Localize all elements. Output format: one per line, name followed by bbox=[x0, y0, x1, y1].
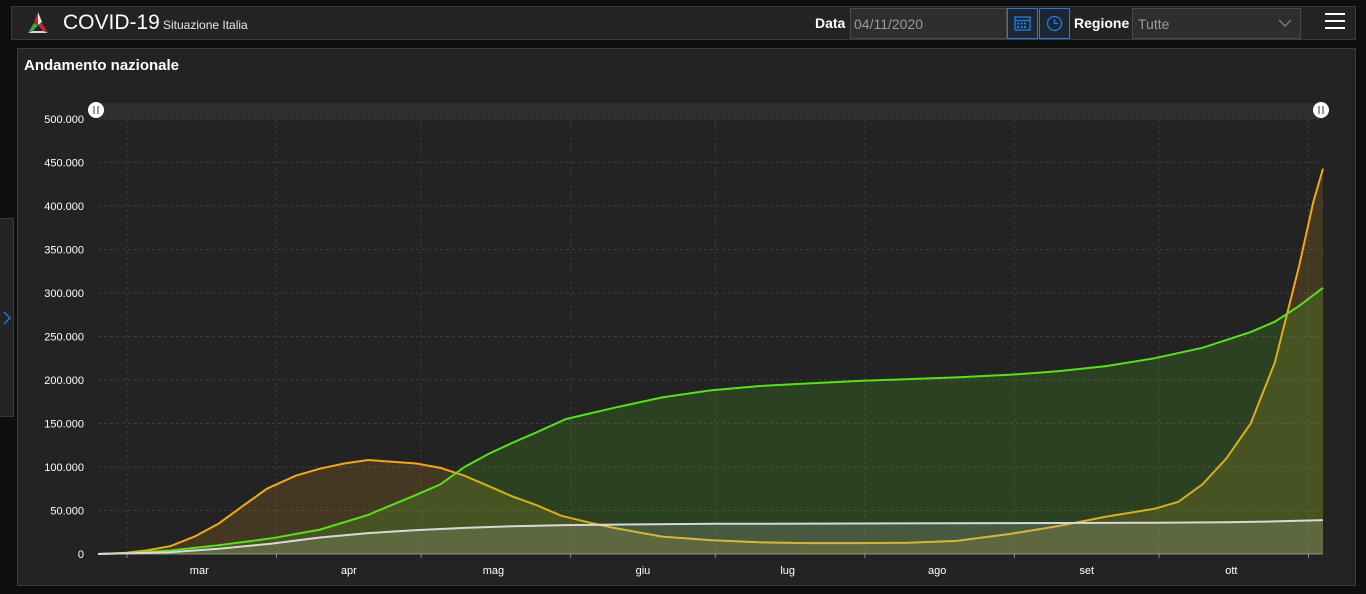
hamburger-menu-icon[interactable] bbox=[1325, 12, 1347, 32]
y-tick-label: 200.000 bbox=[44, 375, 84, 387]
covid-logo-icon bbox=[28, 12, 48, 33]
national-trend-chart: 0 50.000 100.000 150.000 200.000 250.000 300.0… bbox=[44, 102, 1329, 577]
y-tick-label: 100.000 bbox=[44, 462, 84, 474]
chart-panel: Andamento nazionale 0 50.000 100.000 150.00… bbox=[17, 48, 1356, 586]
x-tick-label: set bbox=[1079, 565, 1094, 577]
time-button[interactable] bbox=[1039, 8, 1070, 39]
x-tick-label: ago bbox=[928, 565, 946, 577]
calendar-button[interactable] bbox=[1007, 8, 1038, 39]
y-tick-label: 150.000 bbox=[44, 419, 84, 431]
side-panel-toggle[interactable] bbox=[0, 218, 14, 417]
series-area-0 bbox=[98, 168, 1323, 554]
date-label: Data bbox=[815, 15, 846, 31]
range-handle-end[interactable] bbox=[1313, 102, 1329, 118]
chevron-down-icon bbox=[1278, 19, 1292, 27]
y-tick-label: 0 bbox=[78, 549, 84, 561]
region-label: Regione bbox=[1074, 15, 1130, 31]
y-tick-label: 450.000 bbox=[44, 158, 84, 170]
series-line-2 bbox=[97, 519, 1324, 555]
y-tick-label: 400.000 bbox=[44, 201, 84, 213]
y-tick-label: 50.000 bbox=[50, 506, 84, 518]
app-title: COVID-19 bbox=[63, 11, 160, 34]
calendar-icon bbox=[1014, 16, 1031, 31]
panel-title: Andamento nazionale bbox=[24, 57, 180, 74]
x-tick-label: lug bbox=[780, 565, 795, 577]
clock-icon bbox=[1046, 15, 1063, 32]
date-input[interactable] bbox=[850, 8, 1007, 39]
app-subtitle: Situazione Italia bbox=[163, 18, 248, 32]
series-area-1 bbox=[98, 287, 1323, 554]
series-line-1 bbox=[97, 287, 1324, 555]
x-tick-label: mag bbox=[483, 565, 504, 577]
x-tick-label: giu bbox=[636, 565, 651, 577]
range-scrollbar bbox=[98, 103, 1323, 119]
top-bar: COVID-19 Situazione Italia Data Regione … bbox=[11, 6, 1356, 40]
x-tick-label: ott bbox=[1225, 565, 1237, 577]
region-value: Tutte bbox=[1138, 16, 1170, 32]
x-tick-label: mar bbox=[190, 565, 209, 577]
y-tick-label: 250.000 bbox=[44, 332, 84, 344]
y-tick-label: 500.000 bbox=[44, 114, 84, 126]
y-tick-label: 300.000 bbox=[44, 288, 84, 300]
x-tick-label: apr bbox=[341, 565, 357, 577]
chevron-right-icon bbox=[3, 311, 11, 325]
region-select[interactable]: Tutte bbox=[1132, 8, 1301, 39]
series-area-2 bbox=[98, 520, 1323, 554]
y-tick-label: 350.000 bbox=[44, 245, 84, 257]
range-handle-start[interactable] bbox=[88, 102, 104, 118]
